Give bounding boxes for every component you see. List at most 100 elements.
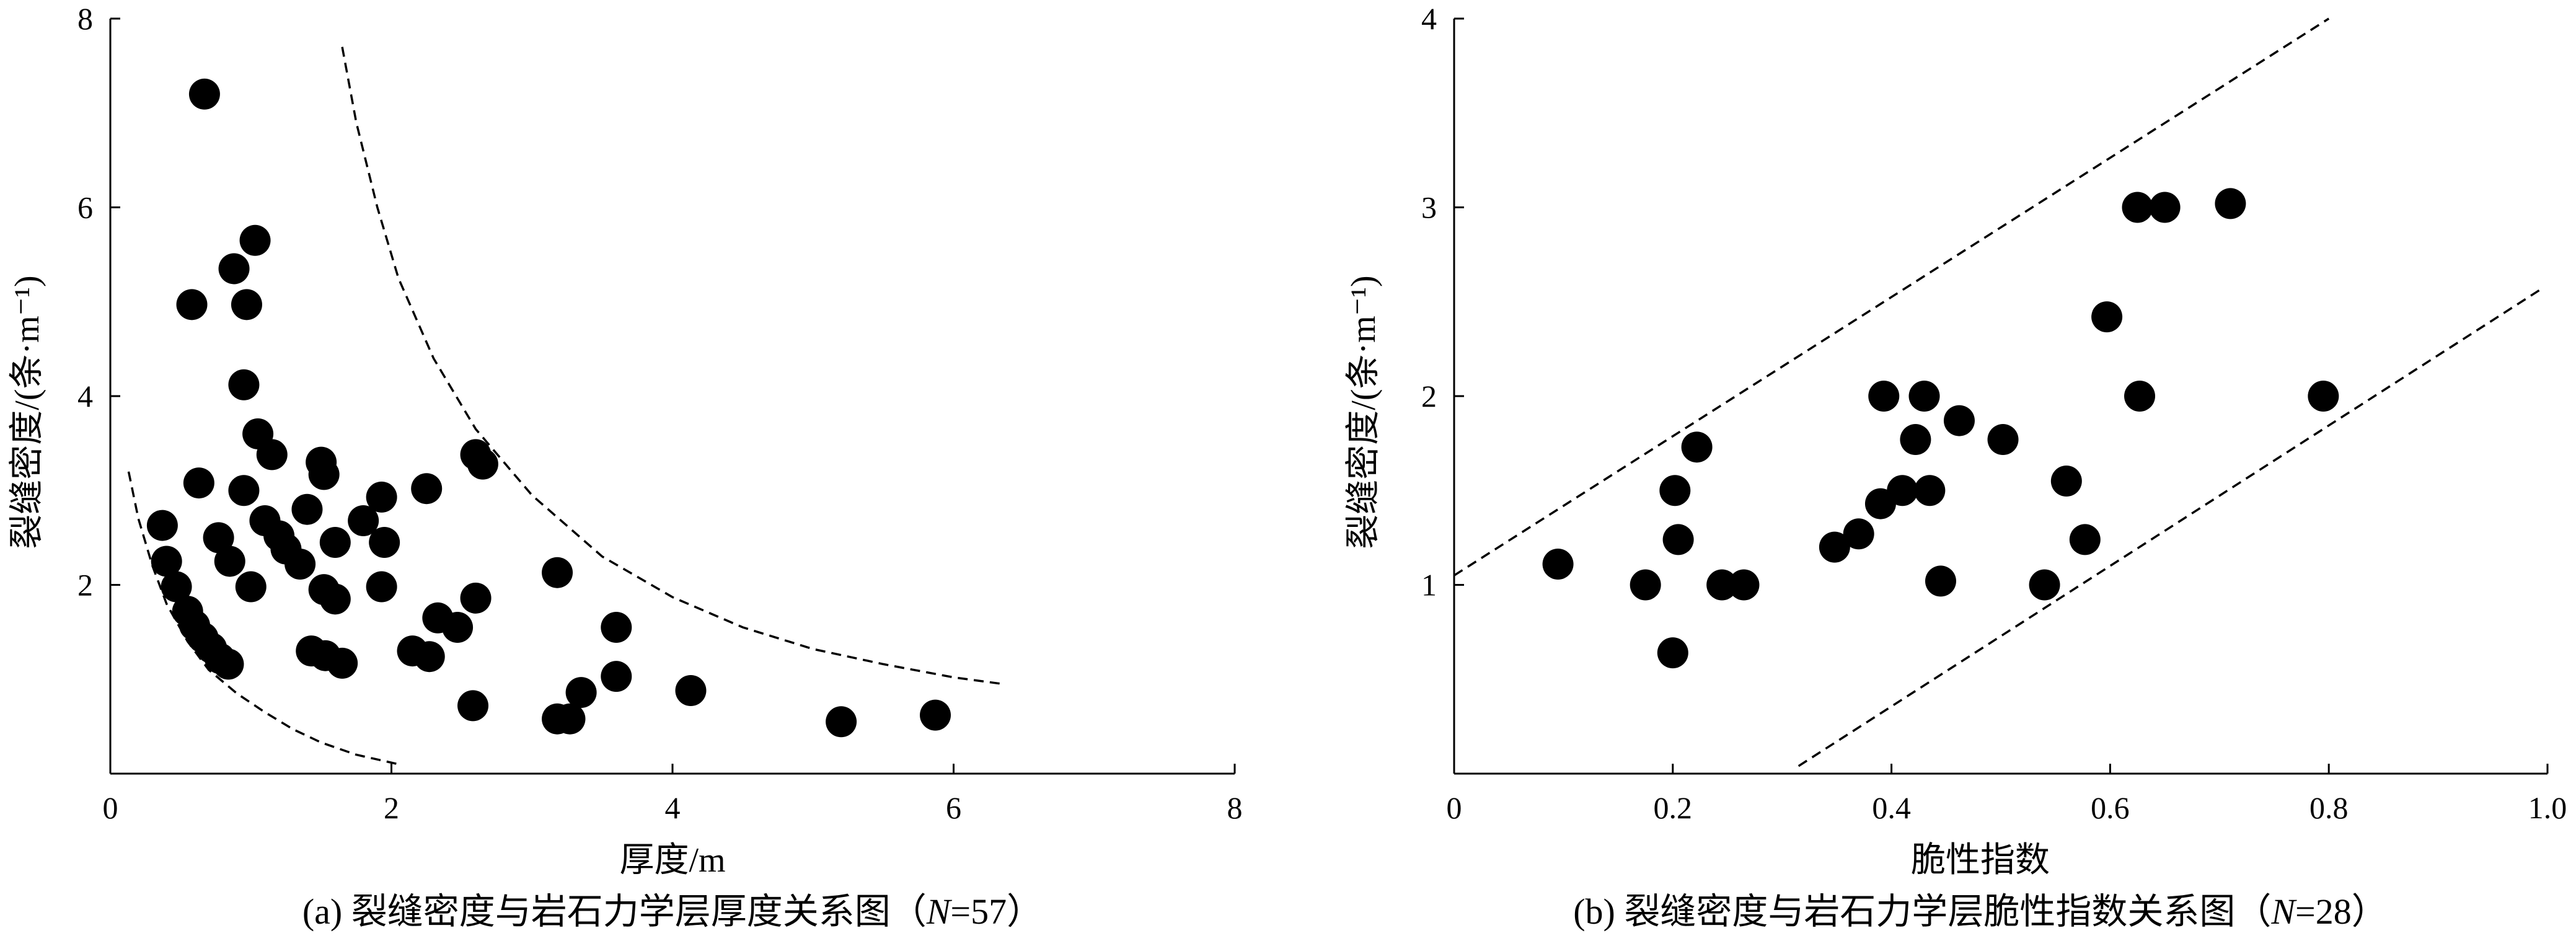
- panel-a-y-tick-label: 8: [77, 1, 93, 36]
- panel-b-y-tick-label: 3: [1421, 190, 1437, 225]
- panel-a-data-point: [413, 641, 445, 673]
- panel-b-data-point: [1662, 524, 1694, 555]
- panel-b-data-point: [1706, 569, 1738, 601]
- panel-a-data-point: [348, 505, 379, 536]
- panel-b-data-point: [1630, 569, 1661, 601]
- panel-a-y-tick-label: 6: [77, 190, 93, 225]
- panel-a-thickness-chart: 0 2 4 6 8 2 4 6 8 厚度/m 裂缝密度/(条·m⁻¹) (a) 裂缝密度与岩石力…: [8, 1, 1243, 932]
- panel-a-data-point: [203, 522, 234, 554]
- panel-b-data-point: [2308, 381, 2339, 412]
- panel-a-points: [146, 78, 951, 738]
- panel-a-data-point: [319, 583, 351, 615]
- panel-a-data-point: [319, 526, 351, 558]
- panel-a-data-point: [188, 78, 220, 110]
- panel-b-caption-n-value: =28）: [2295, 891, 2388, 932]
- panel-b-x-tick-label: 0: [1447, 790, 1462, 825]
- panel-b-caption-n: N: [2270, 891, 2297, 932]
- panel-a-data-point: [214, 546, 245, 577]
- panel-b-data-point: [1914, 475, 1946, 506]
- panel-a-data-point: [565, 677, 597, 709]
- panel-a-x-tick-label: 2: [384, 790, 399, 825]
- panel-a-data-point: [218, 253, 250, 285]
- panel-a-data-point: [327, 647, 358, 679]
- panel-b-y-tick-label: 1: [1421, 568, 1437, 603]
- panel-b-caption-text: (b) 裂缝密度与岩石力学层脆性指数关系图（: [1573, 891, 2271, 932]
- panel-a-data-point: [291, 493, 323, 525]
- panel-a-data-point: [675, 675, 707, 707]
- panel-a-data-point: [467, 448, 498, 480]
- panel-b-data-point: [1657, 637, 1688, 669]
- panel-b-data-point: [1659, 475, 1691, 506]
- panel-b-data-point: [2029, 569, 2060, 601]
- panel-b-axes: [1453, 17, 2549, 775]
- panel-b-data-point: [1542, 549, 1574, 580]
- panel-a-x-tick-label: 8: [1227, 790, 1243, 825]
- panel-b-data-point: [1908, 381, 1940, 412]
- panel-b-data-point: [2149, 192, 2181, 223]
- panel-a-x-tick-label: 6: [946, 790, 961, 825]
- panel-a-data-point: [366, 481, 397, 513]
- panel-b-data-point: [2124, 381, 2156, 412]
- panel-a-data-point: [256, 439, 288, 471]
- panel-a-x-tick-label: 4: [665, 790, 681, 825]
- panel-a-caption-n: N: [926, 891, 953, 932]
- panel-a-upper-envelope-curve: [341, 46, 1003, 686]
- panel-b-data-point: [1681, 431, 1713, 463]
- panel-a-data-point: [146, 510, 178, 541]
- panel-b-data-point: [1887, 475, 1918, 506]
- panel-a-data-point: [151, 546, 182, 577]
- panel-a-x-axis-title: 厚度/m: [619, 841, 725, 880]
- panel-b-x-tick-label: 0.8: [2309, 790, 2349, 825]
- panel-a-data-point: [213, 648, 244, 680]
- panel-a-data-point: [460, 582, 492, 614]
- panel-a-axes: [109, 17, 1236, 775]
- panel-a-data-point: [601, 612, 632, 643]
- panel-b-x-tick-label: 0.2: [1654, 790, 1693, 825]
- panel-a-data-point: [457, 690, 489, 722]
- panel-a-envelope-curves: [127, 46, 1003, 766]
- panel-a-data-point: [826, 706, 857, 738]
- panel-a-lower-envelope-curve: [127, 471, 399, 766]
- panel-a-data-point: [176, 289, 208, 320]
- panel-a-caption-n-value: =57）: [950, 891, 1043, 932]
- panel-a-data-point: [161, 571, 192, 603]
- panel-b-brittleness-chart: 0 0.2 0.4 0.6 0.8 1.0 1 2 3 4 脆性指数 裂缝密度/(条·m⁻¹) (…: [1344, 1, 2567, 932]
- panel-a-data-point: [442, 612, 474, 643]
- panel-a-caption-text: (a) 裂缝密度与岩石力学层厚度关系图（: [302, 891, 927, 932]
- panel-a-data-point: [231, 289, 262, 320]
- panel-b-x-tick-label: 0.4: [1872, 790, 1911, 825]
- panel-b-tick-labels: 0 0.2 0.4 0.6 0.8 1.0 1 2 3 4: [1421, 1, 2567, 825]
- panel-a-y-tick-label: 4: [77, 379, 93, 413]
- panel-b-data-point: [1943, 405, 1975, 436]
- panel-a-data-point: [228, 475, 260, 506]
- panel-a-data-point: [411, 473, 443, 505]
- panel-b-upper-bound-line: [1453, 17, 2330, 577]
- panel-a-data-point: [228, 369, 260, 400]
- panel-b-bound-lines: [1453, 17, 2543, 767]
- panel-a-data-point: [920, 699, 951, 731]
- panel-b-x-tick-label: 1.0: [2528, 790, 2567, 825]
- panel-b-x-tick-label: 0.6: [2091, 790, 2130, 825]
- panel-a-data-point: [601, 661, 632, 692]
- panel-b-data-point: [1728, 569, 1760, 601]
- panel-a-y-tick-label: 2: [77, 568, 93, 603]
- panel-b-data-point: [2069, 524, 2101, 555]
- panel-a-x-tick-label: 0: [103, 790, 118, 825]
- panel-b-data-point: [1987, 424, 2019, 456]
- panel-b-lower-bound-line: [1797, 287, 2543, 767]
- panel-b-data-point: [1900, 424, 1931, 456]
- panel-a-y-axis-title: 裂缝密度/(条·m⁻¹): [8, 275, 46, 549]
- panel-b-data-point: [1843, 518, 1874, 550]
- panel-a-data-point: [542, 557, 573, 588]
- panel-b-data-point: [2091, 301, 2123, 333]
- panel-b-y-tick-label: 2: [1421, 379, 1437, 413]
- panel-a-data-point: [308, 459, 340, 490]
- panel-b-data-point: [2122, 192, 2153, 223]
- panel-b-data-point: [2050, 466, 2082, 497]
- panel-a-data-point: [369, 526, 400, 558]
- panel-a-data-point: [554, 703, 586, 735]
- panel-b-data-point: [1819, 531, 1850, 563]
- panel-a-data-point: [366, 571, 397, 603]
- panel-b-data-point: [1925, 565, 1956, 597]
